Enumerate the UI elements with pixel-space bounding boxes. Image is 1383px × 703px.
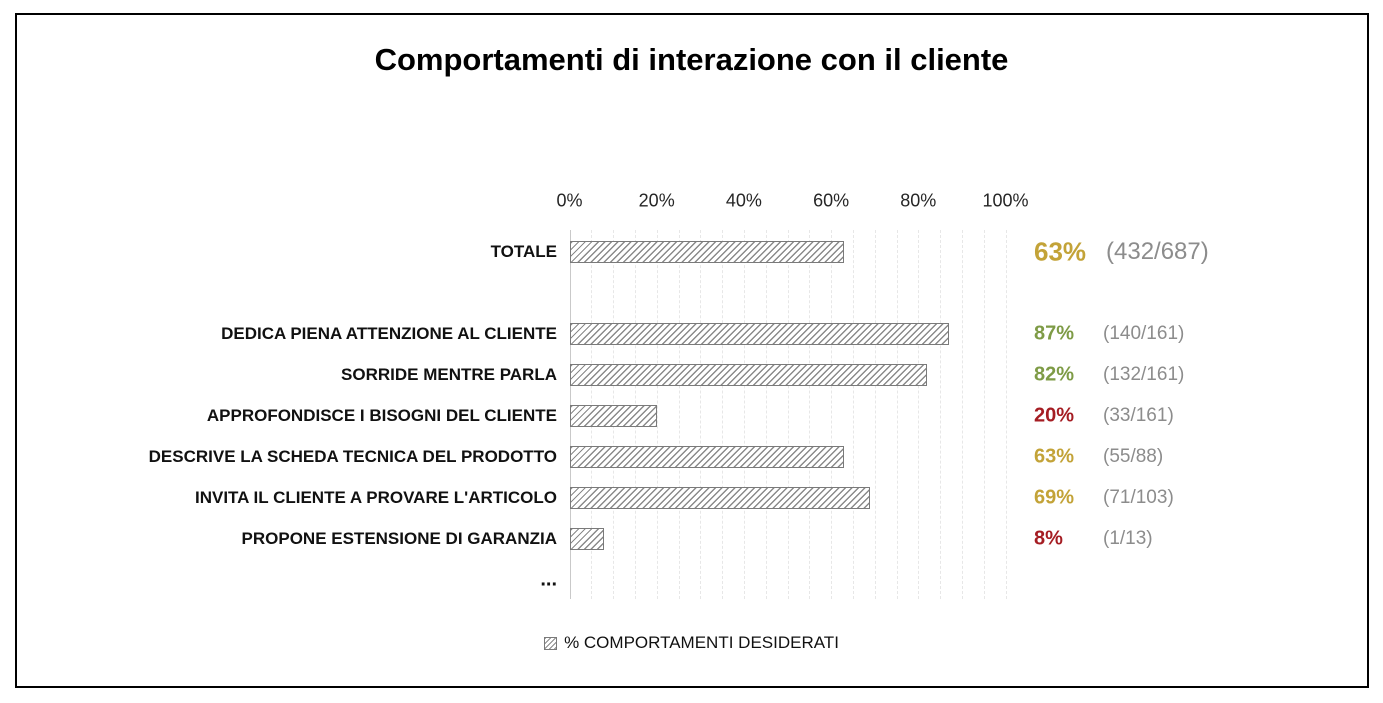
- count-fraction-label: (71/103): [1103, 487, 1174, 508]
- chart-title: Comportamenti di interazione con il clie…: [374, 42, 1009, 77]
- minor-gridline: [831, 230, 833, 599]
- hatched-bar: [569, 323, 949, 345]
- hatched-bar: [569, 241, 845, 263]
- percent-value-label: 63%: [1034, 236, 1087, 267]
- x-axis-tick-label: 80%: [900, 190, 937, 211]
- minor-gridline: [1005, 230, 1007, 599]
- percent-value-label: 63%: [1034, 445, 1075, 468]
- category-label: DEDICA PIENA ATTENZIONE AL CLIENTE: [221, 324, 557, 343]
- minor-gridline: [961, 230, 963, 599]
- minor-gridline: [787, 230, 789, 599]
- minor-gridline: [722, 230, 724, 599]
- count-fraction-label: (55/88): [1103, 446, 1164, 467]
- x-axis-tick-label: 0%: [556, 190, 583, 211]
- count-fraction-label: (140/161): [1103, 323, 1185, 344]
- percent-value-label: 82%: [1034, 363, 1075, 386]
- count-fraction-label: (1/13): [1103, 528, 1153, 549]
- minor-gridline: [940, 230, 942, 599]
- category-label: INVITA IL CLIENTE A PROVARE L'ARTICOLO: [195, 488, 557, 507]
- category-label: DESCRIVE LA SCHEDA TECNICA DEL PRODOTTO: [148, 447, 557, 466]
- legend-label: % COMPORTAMENTI DESIDERATI: [564, 633, 839, 652]
- category-label: PROPONE ESTENSIONE DI GARANZIA: [241, 529, 557, 548]
- category-label: SORRIDE MENTRE PARLA: [341, 365, 557, 384]
- category-label: APPROFONDISCE I BISOGNI DEL CLIENTE: [206, 406, 557, 425]
- count-fraction-label: (432/687): [1106, 238, 1209, 265]
- chart-frame: [15, 13, 1369, 688]
- legend: % COMPORTAMENTI DESIDERATI: [0, 633, 1383, 653]
- x-axis-tick-label: 40%: [725, 190, 762, 211]
- x-axis-tick-label: 100%: [982, 190, 1029, 211]
- minor-gridline: [809, 230, 811, 599]
- category-label: TOTALE: [490, 242, 557, 261]
- percent-value-label: 8%: [1034, 527, 1063, 550]
- hatched-bar: [569, 446, 845, 468]
- minor-gridline: [874, 230, 876, 599]
- x-axis-tick-label: 60%: [813, 190, 850, 211]
- minor-gridline: [983, 230, 985, 599]
- percent-value-label: 87%: [1034, 322, 1075, 345]
- hatched-bar: [569, 364, 928, 386]
- percent-value-label: 69%: [1034, 486, 1075, 509]
- count-fraction-label: (132/161): [1103, 364, 1185, 385]
- minor-gridline: [852, 230, 854, 599]
- hatched-bar: [569, 528, 605, 550]
- minor-gridline: [656, 230, 658, 599]
- minor-gridline: [896, 230, 898, 599]
- minor-gridline: [678, 230, 680, 599]
- x-axis-tick-label: 20%: [638, 190, 675, 211]
- hatched-bar: [569, 487, 871, 509]
- hatched-bar: [569, 405, 657, 427]
- count-fraction-label: (33/161): [1103, 405, 1174, 426]
- minor-gridline: [743, 230, 745, 599]
- category-label: ...: [540, 568, 557, 591]
- percent-value-label: 20%: [1034, 404, 1075, 427]
- legend-hatched-swatch-icon: [544, 636, 558, 650]
- minor-gridline: [918, 230, 920, 599]
- minor-gridline: [700, 230, 702, 599]
- minor-gridline: [765, 230, 767, 599]
